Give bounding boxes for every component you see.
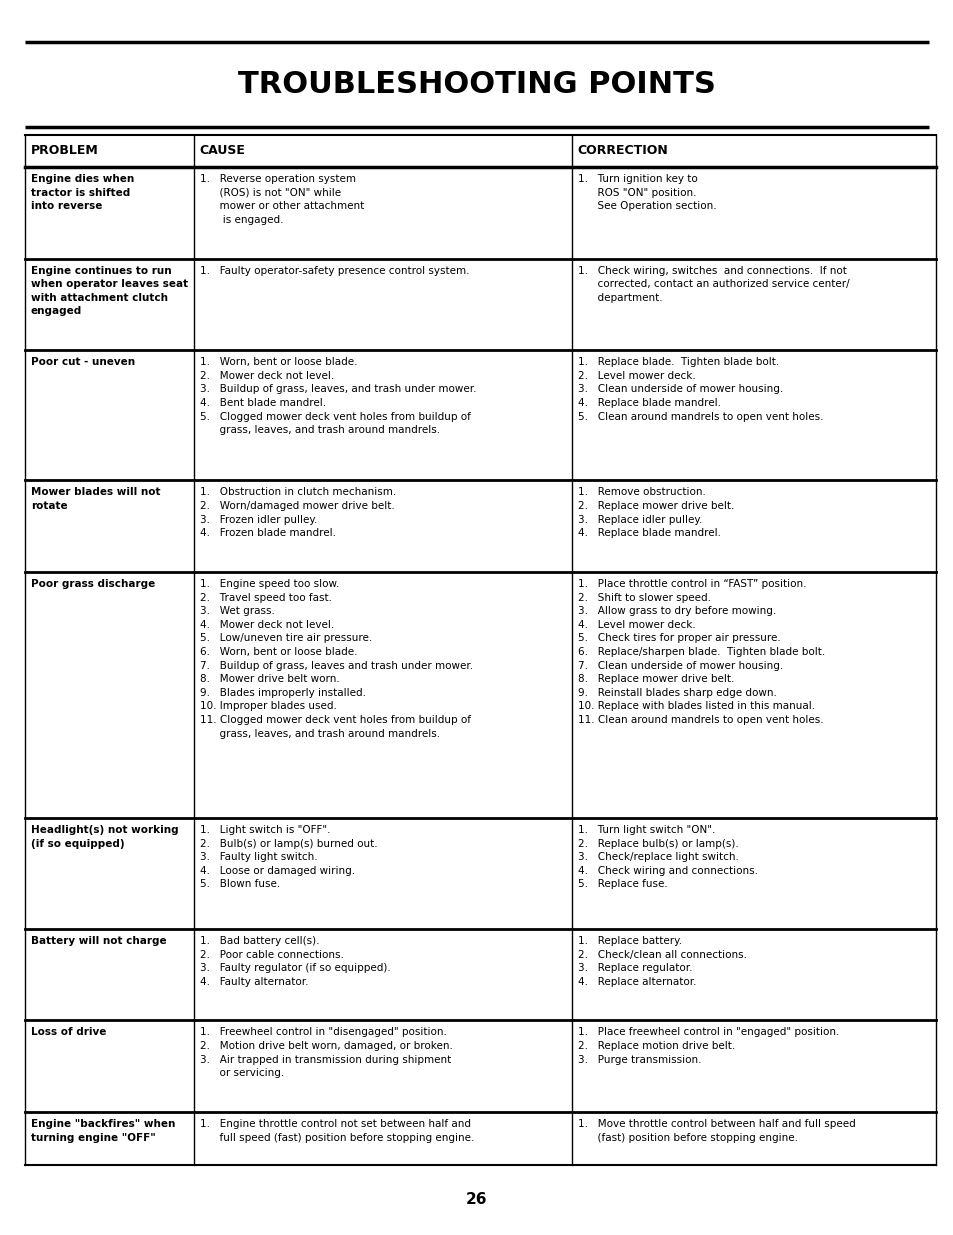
- Text: CAUSE: CAUSE: [199, 144, 245, 158]
- Text: 1.   Turn light switch "ON".
2.   Replace bulb(s) or lamp(s).
3.   Check/replace: 1. Turn light switch "ON". 2. Replace bu…: [577, 825, 757, 889]
- Text: 1.   Check wiring, switches  and connections.  If not
      corrected, contact a: 1. Check wiring, switches and connection…: [577, 266, 848, 303]
- Text: 1.   Replace blade.  Tighten blade bolt.
2.   Level mower deck.
3.   Clean under: 1. Replace blade. Tighten blade bolt. 2.…: [577, 357, 822, 421]
- Text: Engine dies when
tractor is shifted
into reverse: Engine dies when tractor is shifted into…: [30, 174, 134, 211]
- Text: 1.   Reverse operation system
      (ROS) is not "ON" while
      mower or other: 1. Reverse operation system (ROS) is not…: [199, 174, 363, 225]
- Text: TROUBLESHOOTING POINTS: TROUBLESHOOTING POINTS: [238, 70, 715, 99]
- Text: 1.   Remove obstruction.
2.   Replace mower drive belt.
3.   Replace idler pulle: 1. Remove obstruction. 2. Replace mower …: [577, 488, 733, 538]
- Text: Loss of drive: Loss of drive: [30, 1028, 107, 1037]
- Text: 1.   Replace battery.
2.   Check/clean all connections.
3.   Replace regulator.
: 1. Replace battery. 2. Check/clean all c…: [577, 936, 746, 987]
- Text: Headlight(s) not working
(if so equipped): Headlight(s) not working (if so equipped…: [30, 825, 178, 848]
- Text: Mower blades will not
rotate: Mower blades will not rotate: [30, 488, 160, 511]
- Text: 1.   Faulty operator-safety presence control system.: 1. Faulty operator-safety presence contr…: [199, 266, 469, 275]
- Text: 1.   Turn ignition key to
      ROS "ON" position.
      See Operation section.: 1. Turn ignition key to ROS "ON" positio…: [577, 174, 716, 211]
- Text: 1.   Freewheel control in "disengaged" position.
2.   Motion drive belt worn, da: 1. Freewheel control in "disengaged" pos…: [199, 1028, 452, 1078]
- Text: 1.   Worn, bent or loose blade.
2.   Mower deck not level.
3.   Buildup of grass: 1. Worn, bent or loose blade. 2. Mower d…: [199, 357, 476, 435]
- Text: 26: 26: [466, 1193, 487, 1208]
- Text: Poor cut - uneven: Poor cut - uneven: [30, 357, 135, 367]
- Text: 1.   Engine throttle control not set between half and
      full speed (fast) po: 1. Engine throttle control not set betwe…: [199, 1119, 474, 1142]
- Text: Battery will not charge: Battery will not charge: [30, 936, 167, 946]
- Text: 1.   Place throttle control in “FAST” position.
2.   Shift to slower speed.
3.  : 1. Place throttle control in “FAST” posi…: [577, 579, 824, 725]
- Text: Engine continues to run
when operator leaves seat
with attachment clutch
engaged: Engine continues to run when operator le…: [30, 266, 188, 316]
- Text: 1.   Obstruction in clutch mechanism.
2.   Worn/damaged mower drive belt.
3.   F: 1. Obstruction in clutch mechanism. 2. W…: [199, 488, 395, 538]
- Text: Engine "backfires" when
turning engine "OFF": Engine "backfires" when turning engine "…: [30, 1119, 175, 1142]
- Text: 1.   Move throttle control between half and full speed
      (fast) position bef: 1. Move throttle control between half an…: [577, 1119, 855, 1142]
- Text: 1.   Place freewheel control in "engaged" position.
2.   Replace motion drive be: 1. Place freewheel control in "engaged" …: [577, 1028, 838, 1065]
- Text: 1.   Engine speed too slow.
2.   Travel speed too fast.
3.   Wet grass.
4.   Mow: 1. Engine speed too slow. 2. Travel spee…: [199, 579, 472, 739]
- Text: Poor grass discharge: Poor grass discharge: [30, 579, 155, 589]
- Text: 1.   Bad battery cell(s).
2.   Poor cable connections.
3.   Faulty regulator (if: 1. Bad battery cell(s). 2. Poor cable co…: [199, 936, 390, 987]
- Text: 1.   Light switch is "OFF".
2.   Bulb(s) or lamp(s) burned out.
3.   Faulty ligh: 1. Light switch is "OFF". 2. Bulb(s) or …: [199, 825, 376, 889]
- Text: CORRECTION: CORRECTION: [577, 144, 668, 158]
- Text: PROBLEM: PROBLEM: [30, 144, 99, 158]
